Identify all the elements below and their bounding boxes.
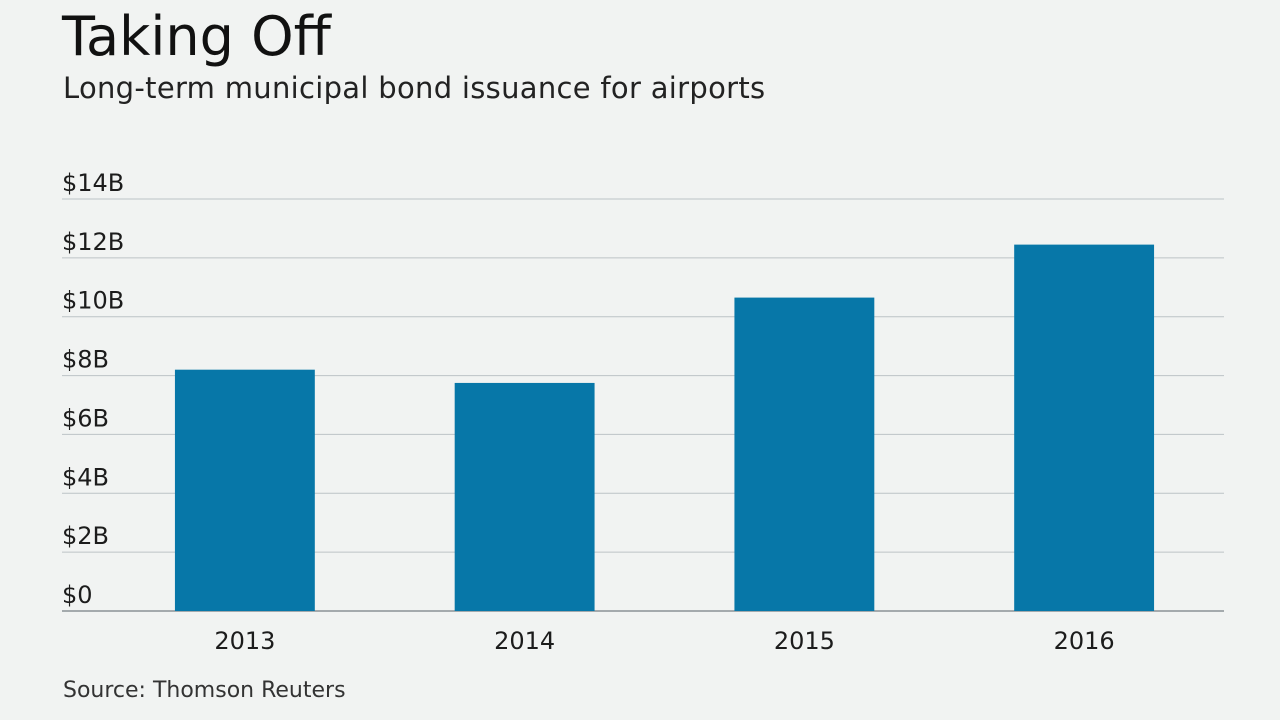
y-tick-label: $0 <box>62 581 93 609</box>
y-tick-label: $14B <box>62 169 124 197</box>
y-tick-label: $8B <box>62 346 109 374</box>
y-tick-label: $12B <box>62 228 124 256</box>
x-tick-label: 2016 <box>1054 627 1115 655</box>
y-tick-label: $2B <box>62 522 109 550</box>
bar-2014 <box>454 382 595 611</box>
y-tick-label: $6B <box>62 404 109 432</box>
y-tick-label: $4B <box>62 463 109 491</box>
x-tick-label: 2015 <box>774 627 835 655</box>
y-tick-label: $10B <box>62 287 124 315</box>
bar-2015 <box>734 297 875 611</box>
x-axis-ticks: 2013 2014 2015 2016 <box>214 627 1114 655</box>
x-tick-label: 2014 <box>494 627 555 655</box>
bar-2013 <box>174 369 315 611</box>
bars <box>174 244 1155 611</box>
source-note: Source: Thomson Reuters <box>63 678 346 703</box>
chart-title: Taking Off <box>62 5 331 68</box>
y-axis-ticks: $0 $2B $4B $6B $8B $10B $12B $14B <box>62 169 124 609</box>
chart-subtitle: Long-term municipal bond issuance for ai… <box>63 71 766 105</box>
bar-2016 <box>1014 244 1155 611</box>
x-tick-label: 2013 <box>214 627 275 655</box>
